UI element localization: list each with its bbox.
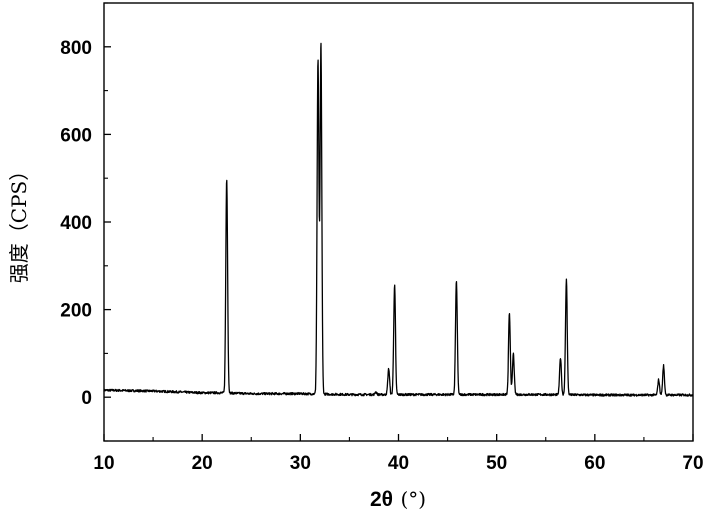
- x-tick-label: 40: [388, 453, 409, 474]
- x-tick-label: 20: [192, 453, 213, 474]
- y-tick-label: 600: [60, 125, 92, 146]
- xrd-pattern-line: [104, 43, 693, 396]
- plot-frame: [104, 3, 693, 441]
- x-tick-label: 10: [93, 453, 114, 474]
- x-tick-label: 60: [584, 453, 605, 474]
- x-tick-label: 50: [486, 453, 507, 474]
- x-axis-title-unit: (°): [400, 487, 426, 511]
- x-tick-label: 30: [290, 453, 311, 474]
- x-tick-label: 70: [682, 453, 703, 474]
- x-axis-title: 2θ (°): [370, 487, 426, 511]
- y-tick-label: 0: [81, 388, 92, 409]
- y-tick-label: 800: [60, 38, 92, 59]
- svg-text:2θ (°): 2θ (°): [370, 487, 426, 511]
- y-axis-title: 强度（CPS）: [7, 161, 31, 283]
- axis-ticks: 10 20 30 40 50 60 70 0 200 400 600 800: [60, 3, 703, 474]
- x-axis-title-main: 2θ: [370, 488, 393, 511]
- y-tick-label: 200: [60, 301, 92, 322]
- y-tick-label: 400: [60, 213, 92, 234]
